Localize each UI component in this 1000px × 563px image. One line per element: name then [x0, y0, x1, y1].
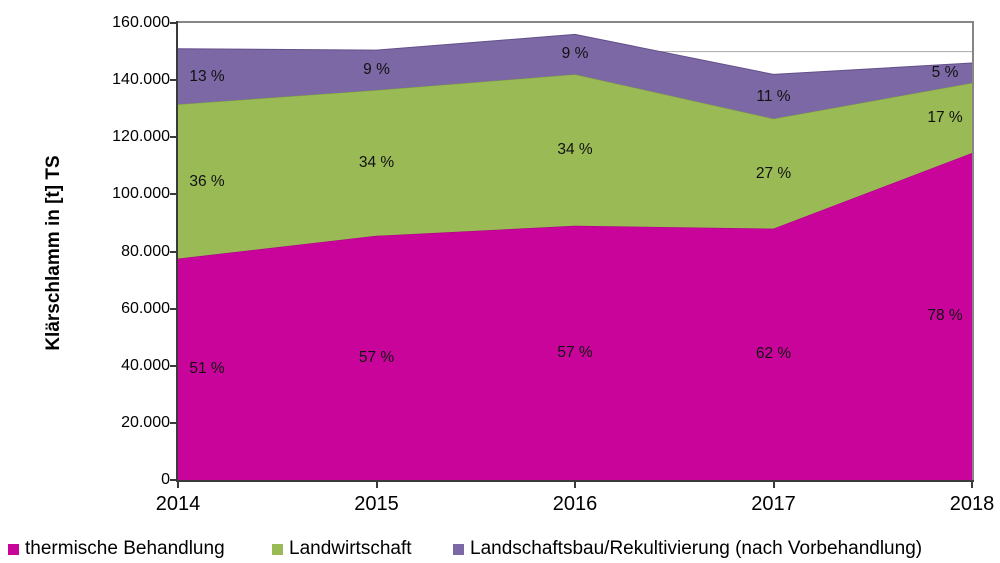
percent-label: 62 % [755, 345, 792, 363]
x-tick-label: 2016 [552, 493, 598, 515]
x-tickmark [574, 482, 576, 488]
y-axis-line [176, 21, 178, 482]
y-tick-label: 140.000 [112, 71, 170, 88]
percent-label: 34 % [358, 153, 395, 171]
y-tick-label: 60.000 [121, 300, 170, 317]
y-tickmark [170, 79, 176, 82]
percent-label: 17 % [927, 108, 963, 126]
percent-label: 27 % [755, 164, 792, 182]
x-axis-line [176, 480, 974, 482]
y-axis-title: Klärschlamm in [t] TS [43, 155, 64, 351]
percent-label: 57 % [358, 348, 395, 366]
y-tick-label: 100.000 [112, 185, 170, 202]
legend-swatch-thermische-behandlung [8, 544, 19, 555]
area-thermische-behandlung [178, 153, 972, 480]
percent-label: 36 % [189, 172, 225, 190]
legend-label-thermische-behandlung: thermische Behandlung [25, 538, 225, 559]
y-tick-label: 40.000 [121, 357, 170, 374]
x-tickmark [772, 482, 775, 488]
plot-border-top [176, 21, 974, 23]
percent-label: 51 % [189, 360, 225, 378]
y-tick-label: 160.000 [112, 14, 170, 31]
y-tickmark [170, 421, 176, 424]
percent-label: 57 % [557, 343, 593, 361]
percent-label: 5 % [931, 63, 959, 81]
x-tick-label: 2018 [949, 493, 995, 515]
percent-label: 13 % [189, 67, 225, 85]
y-tickmark [170, 479, 176, 481]
y-tick-label: 20.000 [121, 414, 170, 431]
y-tickmark [170, 364, 176, 367]
y-tick-label: 80.000 [121, 243, 170, 260]
percent-label: 11 % [756, 87, 791, 105]
legend-swatch-landwirtschaft [272, 544, 283, 555]
percent-label: 9 % [363, 61, 390, 79]
x-tickmark [177, 482, 179, 488]
legend-label-landwirtschaft: Landwirtschaft [289, 538, 412, 559]
plot-area [178, 33, 972, 480]
plot-border-right [972, 21, 974, 482]
legend-label-landschaftsbau: Landschaftsbau/Rekultivierung (nach Vorb… [470, 538, 923, 559]
x-tick-label: 2017 [751, 493, 796, 515]
x-tick-label: 2014 [155, 493, 201, 515]
x-tickmark [971, 482, 973, 488]
x-tick-label: 2015 [354, 493, 399, 515]
y-tickmark [170, 193, 176, 196]
y-tick-label: 120.000 [112, 128, 170, 145]
y-tickmark [170, 307, 176, 310]
y-tickmark [170, 22, 176, 24]
legend-swatch-landschaftsbau [453, 544, 464, 555]
area-top-edge [178, 33, 972, 75]
x-tickmark [375, 482, 378, 488]
y-tickmark [170, 250, 176, 253]
percent-label: 9 % [561, 45, 589, 63]
area-landwirtschaft [178, 74, 972, 259]
percent-label: 34 % [557, 141, 593, 159]
y-tickmark [170, 136, 176, 139]
y-tick-label: 0 [161, 471, 170, 488]
percent-label: 78 % [927, 307, 963, 325]
area-landschaftsbau-rekultivierung-nach-vorbehandlung- [178, 34, 972, 119]
legend: thermische Behandlung Landwirtschaft Lan… [0, 534, 1000, 563]
